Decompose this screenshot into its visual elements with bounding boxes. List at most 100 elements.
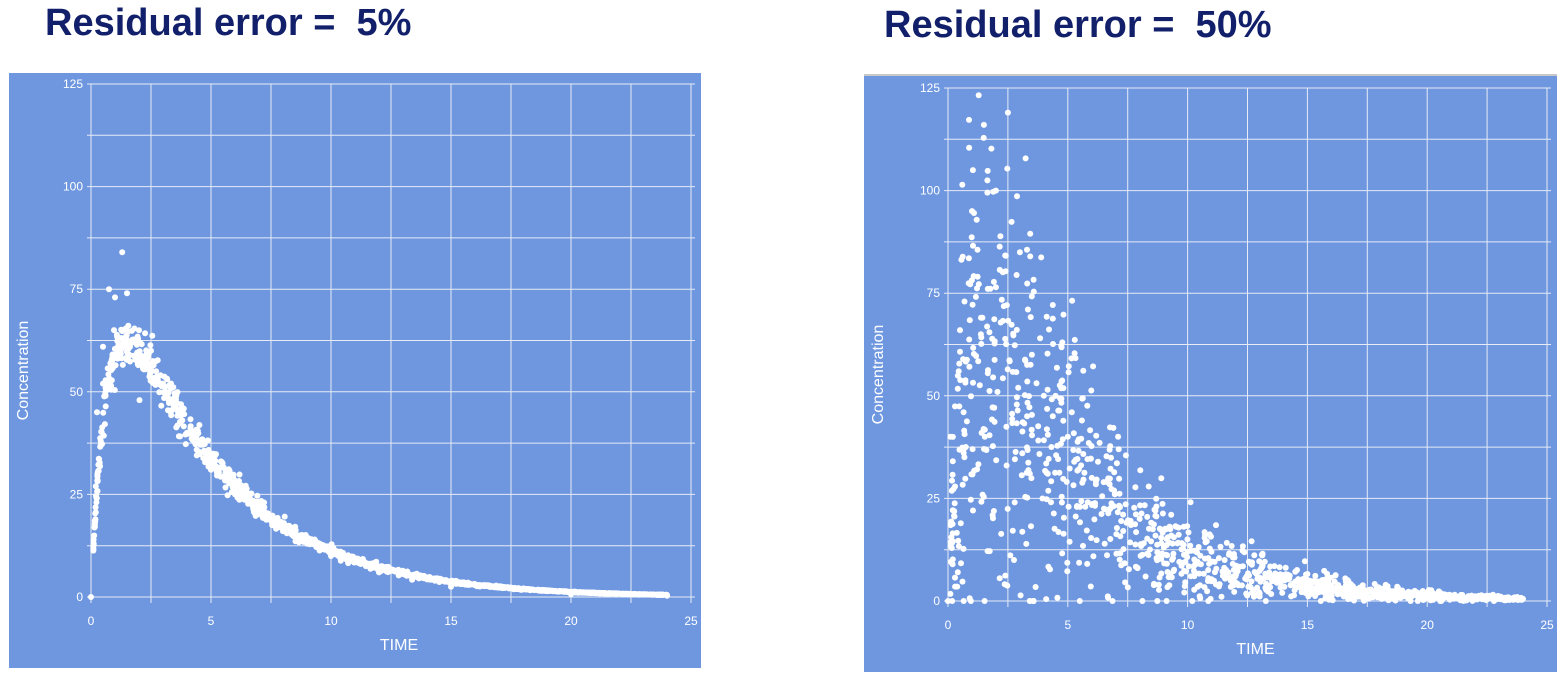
data-point bbox=[998, 530, 1005, 537]
data-point bbox=[1138, 543, 1145, 549]
data-point bbox=[405, 571, 412, 578]
data-point bbox=[978, 340, 985, 347]
data-point bbox=[1254, 575, 1261, 582]
data-point bbox=[1035, 437, 1042, 444]
data-point bbox=[1003, 341, 1010, 348]
data-point bbox=[153, 368, 160, 375]
data-point bbox=[118, 346, 125, 353]
data-point bbox=[1222, 575, 1229, 582]
data-point bbox=[1145, 552, 1152, 558]
data-point bbox=[1013, 272, 1020, 278]
data-point bbox=[1060, 514, 1067, 521]
data-point bbox=[1080, 367, 1087, 374]
data-point bbox=[142, 330, 149, 337]
data-point bbox=[179, 411, 186, 418]
data-point bbox=[1058, 342, 1065, 349]
data-point bbox=[1043, 496, 1050, 503]
data-point bbox=[1451, 591, 1458, 598]
data-point bbox=[125, 322, 132, 329]
data-point bbox=[1181, 583, 1188, 590]
data-point bbox=[1301, 558, 1308, 565]
data-point bbox=[1044, 405, 1051, 412]
data-point bbox=[655, 591, 662, 598]
data-point bbox=[539, 587, 546, 594]
data-point bbox=[1315, 578, 1322, 585]
data-point bbox=[1246, 572, 1253, 579]
data-point bbox=[1078, 417, 1085, 424]
data-point bbox=[1386, 591, 1392, 598]
data-point bbox=[102, 403, 109, 410]
data-point bbox=[136, 397, 143, 404]
data-point bbox=[949, 471, 956, 478]
data-point bbox=[455, 580, 462, 587]
data-point bbox=[981, 426, 988, 433]
data-point bbox=[1207, 595, 1214, 602]
data-point bbox=[967, 598, 974, 604]
data-point bbox=[1142, 573, 1149, 580]
data-point bbox=[1363, 589, 1370, 596]
data-point bbox=[1072, 355, 1079, 362]
y-axis-title: Concentration bbox=[870, 325, 887, 425]
data-point bbox=[1079, 479, 1086, 486]
data-point bbox=[1038, 254, 1045, 261]
data-point bbox=[1109, 598, 1116, 604]
data-point bbox=[968, 277, 975, 284]
data-point bbox=[1117, 533, 1124, 540]
data-point bbox=[1024, 306, 1031, 313]
data-point bbox=[1064, 433, 1071, 440]
data-point bbox=[1032, 584, 1039, 590]
data-point bbox=[208, 466, 214, 473]
data-point bbox=[1329, 597, 1336, 604]
data-point bbox=[90, 536, 97, 543]
data-point bbox=[959, 578, 966, 585]
y-tick-label: 125 bbox=[63, 77, 83, 91]
data-point bbox=[1028, 293, 1035, 300]
x-tick-label: 5 bbox=[208, 614, 215, 628]
data-point bbox=[177, 433, 184, 440]
data-point bbox=[1351, 597, 1357, 604]
data-point bbox=[118, 326, 125, 333]
x-tick-label: 10 bbox=[324, 614, 338, 628]
data-point bbox=[414, 572, 421, 579]
data-point bbox=[499, 584, 506, 591]
data-point bbox=[1105, 594, 1111, 601]
data-point bbox=[97, 437, 104, 444]
data-point bbox=[1054, 594, 1061, 601]
data-point bbox=[1457, 597, 1464, 604]
data-point bbox=[1264, 574, 1271, 581]
data-point bbox=[1081, 469, 1088, 476]
data-point bbox=[1015, 384, 1022, 391]
data-point bbox=[999, 375, 1006, 382]
data-point bbox=[1011, 342, 1018, 349]
data-point bbox=[1116, 490, 1123, 497]
data-point bbox=[991, 340, 998, 347]
data-point bbox=[1019, 450, 1026, 457]
data-point bbox=[1009, 416, 1016, 422]
data-point bbox=[1148, 538, 1155, 545]
data-point bbox=[1520, 595, 1526, 602]
data-point bbox=[206, 450, 212, 456]
data-point bbox=[448, 583, 454, 590]
data-point bbox=[1058, 399, 1065, 406]
data-point bbox=[1335, 590, 1342, 597]
data-point bbox=[1170, 550, 1177, 557]
data-point bbox=[1134, 564, 1141, 571]
data-point bbox=[1022, 155, 1029, 162]
data-point bbox=[1434, 593, 1440, 600]
data-point bbox=[1075, 447, 1082, 454]
data-point bbox=[100, 409, 107, 416]
data-point bbox=[1211, 558, 1218, 565]
data-point bbox=[1003, 423, 1010, 430]
data-point bbox=[172, 393, 178, 400]
data-point bbox=[1115, 433, 1122, 440]
data-point bbox=[961, 298, 968, 305]
data-point bbox=[1007, 552, 1014, 559]
data-point bbox=[1232, 573, 1239, 580]
data-point bbox=[507, 585, 514, 592]
data-point bbox=[1287, 582, 1294, 589]
data-point bbox=[1078, 462, 1085, 469]
x-tick-label: 5 bbox=[1064, 618, 1071, 632]
data-point bbox=[960, 450, 967, 456]
data-point bbox=[1181, 589, 1188, 596]
data-point bbox=[998, 296, 1005, 303]
